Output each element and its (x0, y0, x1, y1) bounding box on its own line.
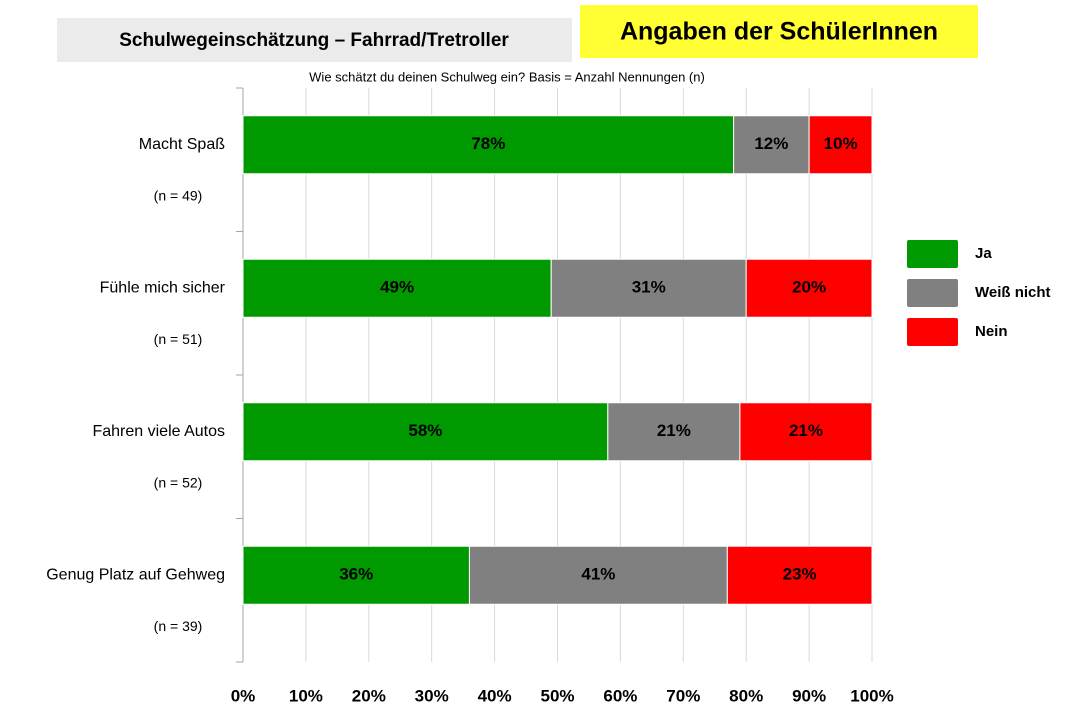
subtitle: Wie schätzt du deinen Schulweg ein? Basi… (309, 69, 705, 84)
badge-box (580, 5, 978, 58)
bar-segment (550, 258, 747, 318)
bar-segment (726, 545, 873, 605)
x-tick-label: 20% (352, 686, 386, 705)
category-count: (n = 49) (154, 187, 203, 203)
bar-segment (242, 402, 609, 462)
badge: Angaben der SchülerInnen (620, 18, 938, 46)
value-label: 36% (339, 565, 373, 584)
category-count: (n = 51) (154, 331, 203, 347)
value-label: 31% (632, 278, 666, 297)
legend-label: Weiß nicht (975, 284, 1051, 301)
bar-segment (242, 258, 552, 318)
value-label: 20% (792, 278, 826, 297)
y-tick-label: Fühle mich sicher (100, 279, 226, 296)
y-tick-label: Macht Spaß (139, 136, 225, 153)
value-label: 41% (581, 565, 615, 584)
legend-swatch (907, 279, 958, 307)
category-count: (n = 39) (154, 618, 203, 634)
x-tick-label: 80% (729, 686, 763, 705)
bar-segment (242, 545, 470, 605)
x-tick-label: 0% (231, 686, 256, 705)
value-label: 10% (824, 134, 858, 153)
y-tick-label: Genug Platz auf Gehweg (46, 566, 225, 583)
bar-segment (468, 545, 728, 605)
value-label: 21% (789, 421, 823, 440)
bar-segment (607, 402, 741, 462)
title-box (57, 18, 572, 62)
x-tick-label: 40% (478, 686, 512, 705)
legend-swatch (907, 318, 958, 346)
x-tick-label: 60% (603, 686, 637, 705)
value-label: 21% (657, 421, 691, 440)
value-label: 49% (380, 278, 414, 297)
legend-swatch (907, 240, 958, 268)
bar-segment (745, 258, 873, 318)
x-tick-label: 50% (540, 686, 574, 705)
value-label: 12% (754, 134, 788, 153)
y-tick-label: Fahren viele Autos (92, 423, 225, 440)
value-label: 58% (408, 421, 442, 440)
bar-segment (739, 402, 873, 462)
value-label: 23% (783, 565, 817, 584)
bar-segment (733, 115, 810, 175)
x-tick-label: 10% (289, 686, 323, 705)
x-tick-label: 70% (666, 686, 700, 705)
value-label: 78% (471, 134, 505, 153)
x-tick-label: 100% (850, 686, 893, 705)
x-tick-label: 90% (792, 686, 826, 705)
x-tick-label: 30% (415, 686, 449, 705)
legend-label: Nein (975, 323, 1008, 340)
chart-title: Schulwegeinschätzung – Fahrrad/Tretrolle… (119, 30, 509, 51)
bar-segment (808, 115, 873, 175)
legend-label: Ja (975, 245, 992, 262)
category-count: (n = 52) (154, 474, 203, 490)
bar-segment (242, 115, 735, 175)
